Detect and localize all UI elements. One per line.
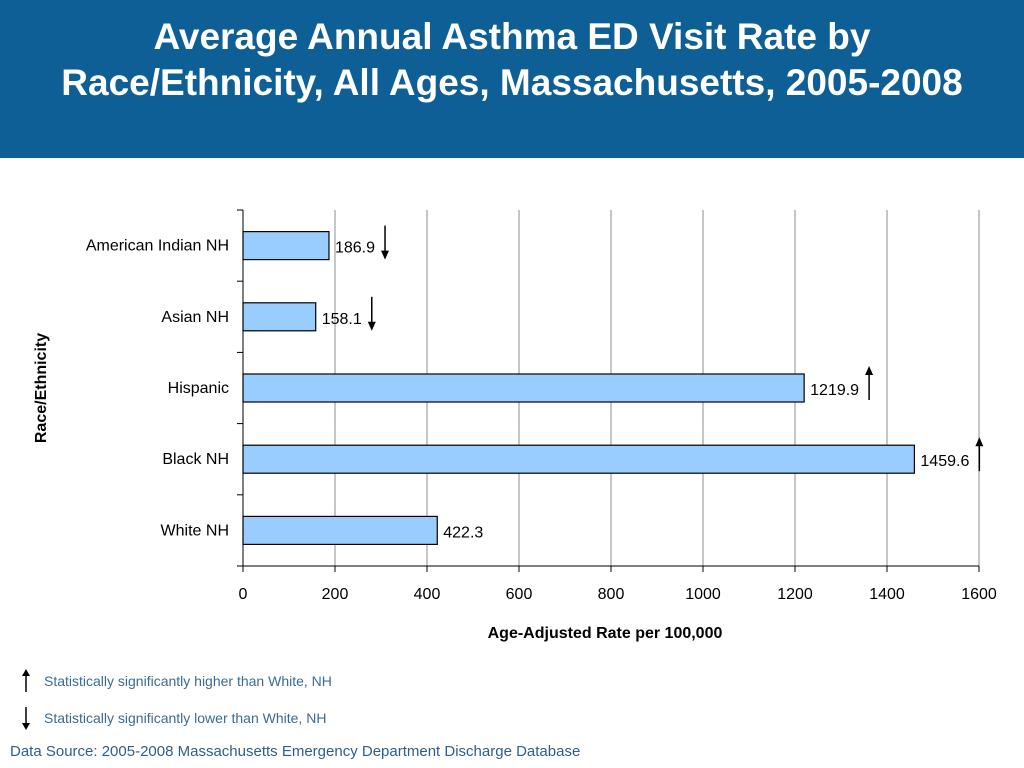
arrow-down-icon-head (381, 250, 390, 260)
x-tick-label: 0 (239, 586, 248, 603)
data-label: 186.9 (335, 240, 375, 257)
arrow-down-icon (22, 707, 30, 730)
bar (242, 302, 317, 332)
slide-title: Average Annual Asthma ED Visit Rate by R… (61, 16, 963, 103)
x-tick-label: 800 (598, 586, 625, 603)
x-tick-label: 1600 (961, 586, 997, 603)
category-label: American Indian NH (86, 238, 229, 255)
x-tick-label: 200 (322, 586, 349, 603)
data-label: 1459.6 (920, 453, 969, 470)
legend-higher-label: Statistically significantly higher than … (44, 673, 332, 689)
data-label: 422.3 (443, 524, 483, 541)
arrow-down-icon-head (367, 321, 376, 331)
arrow-up-icon (22, 669, 30, 692)
y-axis-title: Race/Ethnicity (33, 333, 50, 443)
legend-lower-label: Statistically significantly lower than W… (44, 710, 327, 726)
bar (242, 231, 330, 261)
bar (242, 515, 438, 546)
arrow-up-icon-head (975, 437, 984, 447)
data-label: 1219.9 (810, 382, 859, 399)
bar (242, 444, 916, 474)
arrow-up-icon-head (865, 366, 874, 375)
x-axis-title: Age-Adjusted Rate per 100,000 (488, 625, 723, 642)
title-banner: Average Annual Asthma ED Visit Rate by R… (0, 0, 1024, 158)
data-source-note: Data Source: 2005-2008 Massachusetts Eme… (10, 743, 581, 760)
category-label: Asian NH (161, 309, 229, 326)
bar (242, 373, 805, 403)
x-tick-label: 1400 (869, 586, 905, 603)
legend-higher: Statistically significantly higher than … (16, 668, 616, 694)
data-label: 158.1 (322, 311, 362, 328)
x-tick-label: 600 (506, 586, 533, 603)
x-tick-label: 1200 (777, 586, 813, 603)
category-label: Black NH (162, 451, 229, 468)
legend-lower: Statistically significantly lower than W… (16, 705, 616, 731)
category-label: Hispanic (168, 380, 229, 397)
x-tick-label: 1000 (685, 586, 721, 603)
x-tick-label: 400 (414, 586, 441, 603)
category-label: White NH (161, 522, 229, 539)
